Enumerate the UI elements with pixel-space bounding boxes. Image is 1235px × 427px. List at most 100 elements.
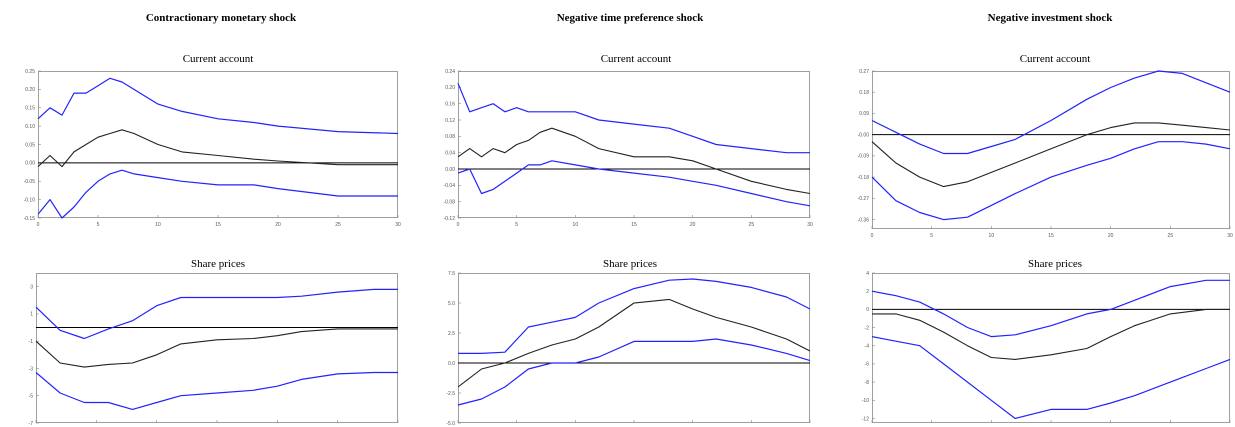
x-tick-label: 5 <box>97 222 100 228</box>
y-tick-label: 0.24 <box>445 69 455 75</box>
chart-frame <box>458 273 810 423</box>
x-tick-label: 30 <box>807 222 813 228</box>
y-tick-label: -6 <box>865 362 870 368</box>
panel-title-current-account-1: Current account <box>182 53 254 65</box>
series-line-lower <box>871 141 1231 221</box>
y-tick-label: -0.05 <box>24 179 36 185</box>
y-tick-label: 2 <box>866 289 869 295</box>
y-tick-label: -2 <box>865 325 870 331</box>
y-tick-label: 0.20 <box>445 85 455 91</box>
panel-title-current-account-2: Current account <box>600 53 672 65</box>
chart-frame <box>872 273 1230 423</box>
y-tick-label: 0.12 <box>445 118 455 124</box>
x-tick-label: 10 <box>155 222 161 228</box>
y-tick-label: 0.20 <box>25 87 35 93</box>
y-tick-label: -5 <box>29 394 34 400</box>
y-tick-label: -0.36 <box>858 217 870 223</box>
x-tick-label: 20 <box>275 222 281 228</box>
y-tick-label: 0.25 <box>25 69 35 75</box>
x-tick-label: 10 <box>573 222 579 228</box>
x-tick-label: 30 <box>1227 233 1233 239</box>
series-line-median <box>871 122 1231 188</box>
x-tick-label: 15 <box>1048 233 1054 239</box>
x-tick-label: 25 <box>749 222 755 228</box>
y-tick-label: 0.00 <box>445 167 455 173</box>
y-tick-label: -0.09 <box>858 154 870 160</box>
panel-title-share-prices-1: Share prices <box>190 258 246 270</box>
y-tick-label: 0.00 <box>25 161 35 167</box>
y-tick-label: 0.08 <box>445 134 455 140</box>
chart-frame <box>872 71 1230 229</box>
series-line-upper <box>458 278 811 355</box>
y-tick-label: -10 <box>862 398 869 404</box>
y-tick-label: -12 <box>862 416 869 422</box>
column-title-investment: Negative investment shock <box>987 12 1113 24</box>
x-tick-label: 15 <box>215 222 221 228</box>
y-tick-label: -3 <box>29 366 34 372</box>
series-line-median <box>457 127 811 195</box>
y-tick-label: -4 <box>865 344 870 350</box>
y-tick-label: -1 <box>29 339 34 345</box>
series-line-upper <box>457 83 810 154</box>
series-line-median <box>35 328 398 368</box>
x-tick-label: 20 <box>1108 233 1114 239</box>
x-tick-label: 30 <box>395 222 401 228</box>
y-tick-label: 1 <box>30 312 33 318</box>
y-tick-label: 0.04 <box>445 150 455 156</box>
y-tick-label: 0.10 <box>25 124 35 130</box>
y-tick-label: -0.18 <box>858 175 870 181</box>
x-tick-label: 5 <box>515 222 518 228</box>
chart-share-prices-investment: -12-10-8-6-4-2024051015202530 <box>862 271 1231 423</box>
y-tick-label: 5.0 <box>448 301 455 307</box>
y-tick-label: 0.09 <box>859 111 869 117</box>
y-tick-label: 0.15 <box>25 106 35 112</box>
x-tick-label: 0 <box>457 222 460 228</box>
y-tick-label: -0.27 <box>858 196 870 202</box>
series-line-lower <box>871 336 1231 420</box>
y-tick-label: 0.05 <box>25 142 35 148</box>
series-line-upper <box>35 288 398 340</box>
y-tick-label: 2.5 <box>448 331 455 337</box>
chart-frame <box>36 273 398 423</box>
chart-share-prices-monetary: -7-5-3-113051015202530 <box>29 273 399 427</box>
y-tick-label: -8 <box>865 380 870 386</box>
x-tick-label: 25 <box>335 222 341 228</box>
panel-title-share-prices-2: Share prices <box>602 258 658 270</box>
series-line-lower <box>457 338 811 406</box>
series-line-median <box>457 298 811 388</box>
x-tick-label: 10 <box>989 233 995 239</box>
y-tick-label: -0.04 <box>444 183 456 189</box>
x-tick-label: 0 <box>871 233 874 239</box>
column-title-monetary: Contractionary monetary shock <box>145 12 297 24</box>
x-tick-label: 15 <box>631 222 637 228</box>
series-line-lower <box>37 169 398 219</box>
chart-current-account-monetary: -0.15 -0.10 -0.05 0.00 0.05 0.10 0.15 0.20 0.25 0… <box>24 69 401 228</box>
y-tick-label: -2.5 <box>446 391 455 397</box>
y-tick-label: -0.12 <box>444 216 456 222</box>
series-line-lower <box>35 371 398 410</box>
chart-current-account-time-preference: -0.12 -0.08 -0.04 0.00 0.04 0.08 0.12 0.16 0.20 0… <box>444 69 813 228</box>
x-tick-label: 5 <box>930 233 933 239</box>
y-tick-label: -0.08 <box>444 199 456 205</box>
series-line-upper <box>871 279 1230 338</box>
panel-title-share-prices-3: Share prices <box>1027 258 1083 270</box>
y-tick-label: 0 <box>866 307 869 313</box>
y-tick-label: 0.18 <box>859 90 869 96</box>
y-tick-label: 3 <box>30 284 33 290</box>
y-tick-label: -7 <box>29 421 34 427</box>
x-tick-label: 20 <box>690 222 696 228</box>
y-tick-label: -0.00 <box>858 132 870 138</box>
column-title-time-preference: Negative time preference shock <box>556 12 704 24</box>
y-tick-label: -0.10 <box>24 197 36 203</box>
series-line-median <box>37 129 398 168</box>
y-tick-label: 0.16 <box>445 101 455 107</box>
chart-current-account-investment: -0.36 -0.27 -0.18 -0.09 -0.00 0.09 0.18 0.27 0 5 1… <box>858 69 1233 239</box>
panel-title-current-account-3: Current account <box>1019 53 1091 65</box>
y-tick-label: 0.27 <box>859 69 869 75</box>
y-tick-label: 4 <box>866 271 869 277</box>
y-tick-label: 7.5 <box>448 271 455 277</box>
series-line-lower <box>457 160 811 207</box>
x-tick-label: 25 <box>1168 233 1174 239</box>
x-tick-label: 0 <box>37 222 40 228</box>
